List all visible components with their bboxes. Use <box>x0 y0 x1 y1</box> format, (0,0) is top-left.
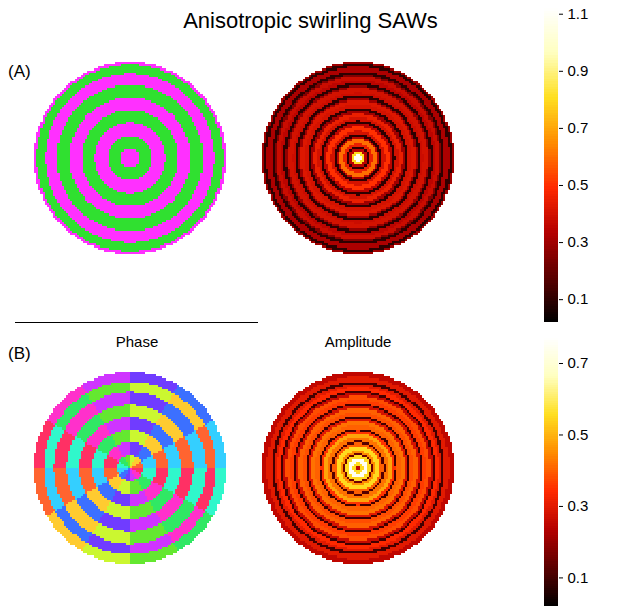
html-text:Phase: Phase <box>115 333 159 350</box>
svg-text:0.1: 0.1 <box>568 290 589 307</box>
svg-text:0.1: 0.1 <box>568 569 589 586</box>
svg-text:0.9: 0.9 <box>568 62 589 79</box>
svg-text:0.7: 0.7 <box>568 119 589 136</box>
svg-text:0.5: 0.5 <box>568 176 589 193</box>
svg-text:0.3: 0.3 <box>568 233 589 250</box>
svg-text:0.7: 0.7 <box>568 354 589 371</box>
svg-text:1.1: 1.1 <box>568 5 589 22</box>
html-text:Anisotropic swirling SAWs: Anisotropic swirling SAWs <box>183 8 438 33</box>
html-text:Amplitude: Amplitude <box>324 333 392 350</box>
svg-text:0.3: 0.3 <box>568 497 589 514</box>
html-text:(B): (B) <box>8 344 31 363</box>
svg-text:0.5: 0.5 <box>568 426 589 443</box>
html-text:(A): (A) <box>8 62 31 81</box>
